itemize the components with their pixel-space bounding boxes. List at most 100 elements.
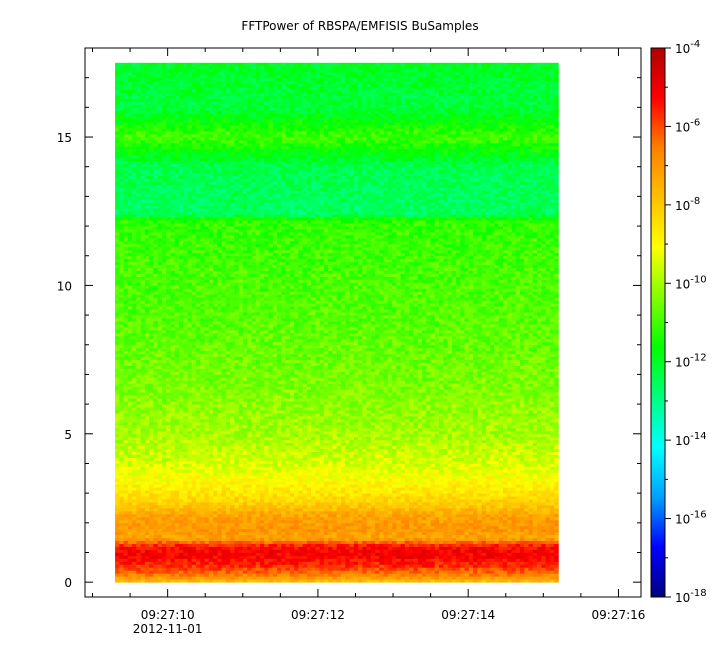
heatmap-cell bbox=[511, 505, 517, 509]
heatmap-cell bbox=[519, 579, 525, 583]
heatmap-cell bbox=[430, 558, 436, 562]
heatmap-cell bbox=[298, 457, 303, 461]
heatmap-cell bbox=[383, 561, 389, 565]
heatmap-cell bbox=[451, 576, 457, 580]
heatmap-cell bbox=[127, 499, 133, 503]
heatmap-cell bbox=[507, 484, 512, 488]
heatmap-cell bbox=[494, 442, 500, 447]
heatmap-cell bbox=[400, 564, 406, 568]
heatmap-cell bbox=[511, 469, 517, 473]
heatmap-cell bbox=[268, 558, 274, 562]
heatmap-cell bbox=[166, 507, 171, 512]
heatmap-cell bbox=[157, 451, 163, 455]
heatmap-cell bbox=[537, 493, 542, 497]
heatmap-cell bbox=[468, 549, 474, 553]
heatmap-cell bbox=[400, 469, 406, 473]
heatmap-cell bbox=[349, 570, 355, 574]
heatmap-cell bbox=[242, 564, 248, 568]
heatmap-cell bbox=[119, 499, 124, 503]
heatmap-cell bbox=[549, 567, 555, 571]
heatmap-cell bbox=[115, 525, 120, 530]
heatmap-cell bbox=[349, 448, 355, 452]
heatmap-cell bbox=[328, 540, 333, 544]
heatmap-cell bbox=[264, 540, 269, 544]
heatmap-cell bbox=[144, 484, 150, 488]
heatmap-cell bbox=[396, 516, 402, 521]
heatmap-cell bbox=[191, 499, 197, 503]
heatmap-cell bbox=[200, 451, 205, 455]
heatmap-cell bbox=[358, 507, 363, 512]
heatmap-cell bbox=[379, 472, 384, 476]
heatmap-cell bbox=[358, 546, 363, 550]
heatmap-cell bbox=[477, 442, 483, 447]
heatmap-cell bbox=[281, 496, 286, 500]
heatmap-cell bbox=[161, 496, 167, 500]
heatmap-cell bbox=[289, 490, 295, 494]
heatmap-cell bbox=[507, 510, 512, 515]
heatmap-cell bbox=[200, 448, 205, 452]
heatmap-cell bbox=[247, 573, 252, 577]
heatmap-cell bbox=[119, 522, 124, 527]
heatmap-cell bbox=[315, 510, 321, 515]
heatmap-cell bbox=[144, 558, 150, 562]
heatmap-cell bbox=[328, 549, 333, 553]
heatmap-cell bbox=[392, 531, 397, 536]
heatmap-cell bbox=[302, 442, 308, 447]
heatmap-cell bbox=[345, 493, 350, 497]
heatmap-cell bbox=[294, 519, 299, 524]
heatmap-cell bbox=[413, 543, 419, 547]
heatmap-cell bbox=[178, 442, 184, 447]
heatmap-cell bbox=[166, 534, 171, 539]
heatmap-cell bbox=[315, 570, 321, 574]
heatmap-cell bbox=[166, 528, 171, 533]
heatmap-cell bbox=[507, 525, 512, 530]
heatmap-cell bbox=[144, 490, 150, 494]
heatmap-cell bbox=[217, 516, 223, 521]
heatmap-cell bbox=[302, 484, 308, 488]
heatmap-cell bbox=[268, 576, 274, 580]
heatmap-cell bbox=[259, 537, 265, 542]
heatmap-cell bbox=[396, 454, 402, 458]
heatmap-cell bbox=[191, 442, 197, 447]
heatmap-cell bbox=[490, 567, 495, 571]
heatmap-cell bbox=[545, 448, 551, 452]
heatmap-cell bbox=[191, 457, 197, 461]
heatmap-cell bbox=[375, 540, 380, 544]
heatmap-cell bbox=[413, 484, 419, 488]
heatmap-cell bbox=[242, 555, 248, 559]
heatmap-cell bbox=[259, 519, 265, 524]
heatmap-cell bbox=[392, 448, 397, 452]
heatmap-cell bbox=[507, 528, 512, 533]
heatmap-cell bbox=[294, 507, 299, 512]
heatmap-cell bbox=[426, 543, 431, 547]
heatmap-cell bbox=[370, 567, 376, 571]
heatmap-cell bbox=[426, 451, 431, 455]
heatmap-cell bbox=[340, 448, 346, 452]
heatmap-cell bbox=[294, 516, 299, 521]
heatmap-cell bbox=[230, 442, 235, 447]
heatmap-cell bbox=[132, 543, 137, 547]
heatmap-cell bbox=[349, 531, 355, 536]
heatmap-cell bbox=[375, 564, 380, 568]
heatmap-cell bbox=[477, 490, 483, 494]
heatmap-cell bbox=[127, 546, 133, 550]
heatmap-cell bbox=[187, 442, 193, 447]
heatmap-cell bbox=[473, 460, 478, 464]
heatmap-cell bbox=[519, 478, 525, 482]
heatmap-cell bbox=[115, 552, 120, 556]
heatmap-cell bbox=[119, 570, 124, 574]
heatmap-cell bbox=[409, 487, 414, 491]
heatmap-cell bbox=[370, 481, 376, 485]
heatmap-cell bbox=[502, 490, 508, 494]
heatmap-cell bbox=[328, 528, 333, 533]
heatmap-cell bbox=[353, 478, 359, 482]
heatmap-cell bbox=[498, 507, 504, 512]
heatmap-cell bbox=[366, 510, 372, 515]
heatmap-cell bbox=[464, 513, 470, 518]
heatmap-cell bbox=[255, 579, 261, 583]
heatmap-cell bbox=[473, 531, 478, 536]
heatmap-cell bbox=[311, 510, 316, 515]
heatmap-cell bbox=[541, 555, 546, 559]
heatmap-cell bbox=[298, 564, 303, 568]
heatmap-cell bbox=[136, 490, 142, 494]
